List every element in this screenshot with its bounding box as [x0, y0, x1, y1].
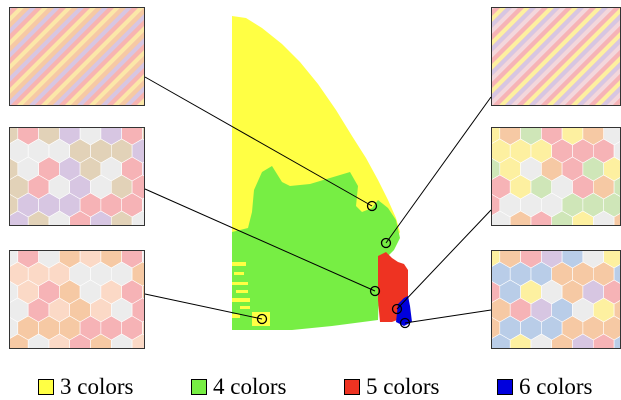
- phase-diagram: [232, 16, 412, 330]
- sample-markers: [256, 200, 411, 329]
- legend-label: 5 colors: [366, 374, 440, 399]
- thumbnail-1: [9, 7, 145, 106]
- thumbnail-4: [491, 7, 621, 106]
- sample-marker-4: [380, 237, 392, 249]
- sample-marker-6: [399, 317, 411, 329]
- legend-label: 6 colors: [519, 374, 593, 399]
- thumbnail-5: [491, 127, 621, 226]
- legend: 3 colors 4 colors 5 colors 6 colors: [0, 374, 621, 400]
- yellow-patch: [240, 306, 250, 309]
- yellow-patch: [232, 298, 250, 302]
- thumbnail-2: [9, 127, 145, 226]
- thumbnail-6: [491, 250, 621, 349]
- connector-line-2: [144, 188, 376, 292]
- connector-line-6: [404, 309, 492, 324]
- connector-line-3: [144, 293, 263, 320]
- connector-line-4: [385, 96, 492, 244]
- diagram-canvas: [9, 7, 621, 349]
- legend-item-4-colors: 4 colors: [191, 374, 286, 400]
- thumbnail-3: [9, 250, 145, 349]
- legend-item-5-colors: 5 colors: [344, 374, 439, 400]
- legend-item-6-colors: 6 colors: [497, 374, 592, 400]
- yellow-patch: [232, 314, 240, 318]
- connector-line-1: [144, 76, 373, 207]
- yellow-patch: [236, 290, 248, 293]
- sample-marker-3: [256, 313, 268, 325]
- legend-swatch-yellow: [38, 379, 54, 395]
- region-6-colors: [396, 296, 412, 326]
- yellow-patch: [232, 282, 248, 285]
- legend-swatch-red: [344, 379, 360, 395]
- region-4-colors: [232, 166, 400, 330]
- sample-marker-1: [366, 200, 378, 212]
- sample-marker-5: [391, 303, 403, 315]
- legend-label: 3 colors: [60, 374, 134, 399]
- legend-label: 4 colors: [213, 374, 287, 399]
- thumbnail-panels: [9, 7, 621, 349]
- yellow-patch: [232, 262, 246, 266]
- legend-swatch-green: [191, 379, 207, 395]
- connector-lines: [144, 76, 492, 324]
- sample-marker-2: [369, 285, 381, 297]
- yellow-patch: [234, 272, 244, 275]
- legend-swatch-blue: [497, 379, 513, 395]
- connector-line-5: [396, 209, 492, 310]
- legend-item-3-colors: 3 colors: [38, 374, 133, 400]
